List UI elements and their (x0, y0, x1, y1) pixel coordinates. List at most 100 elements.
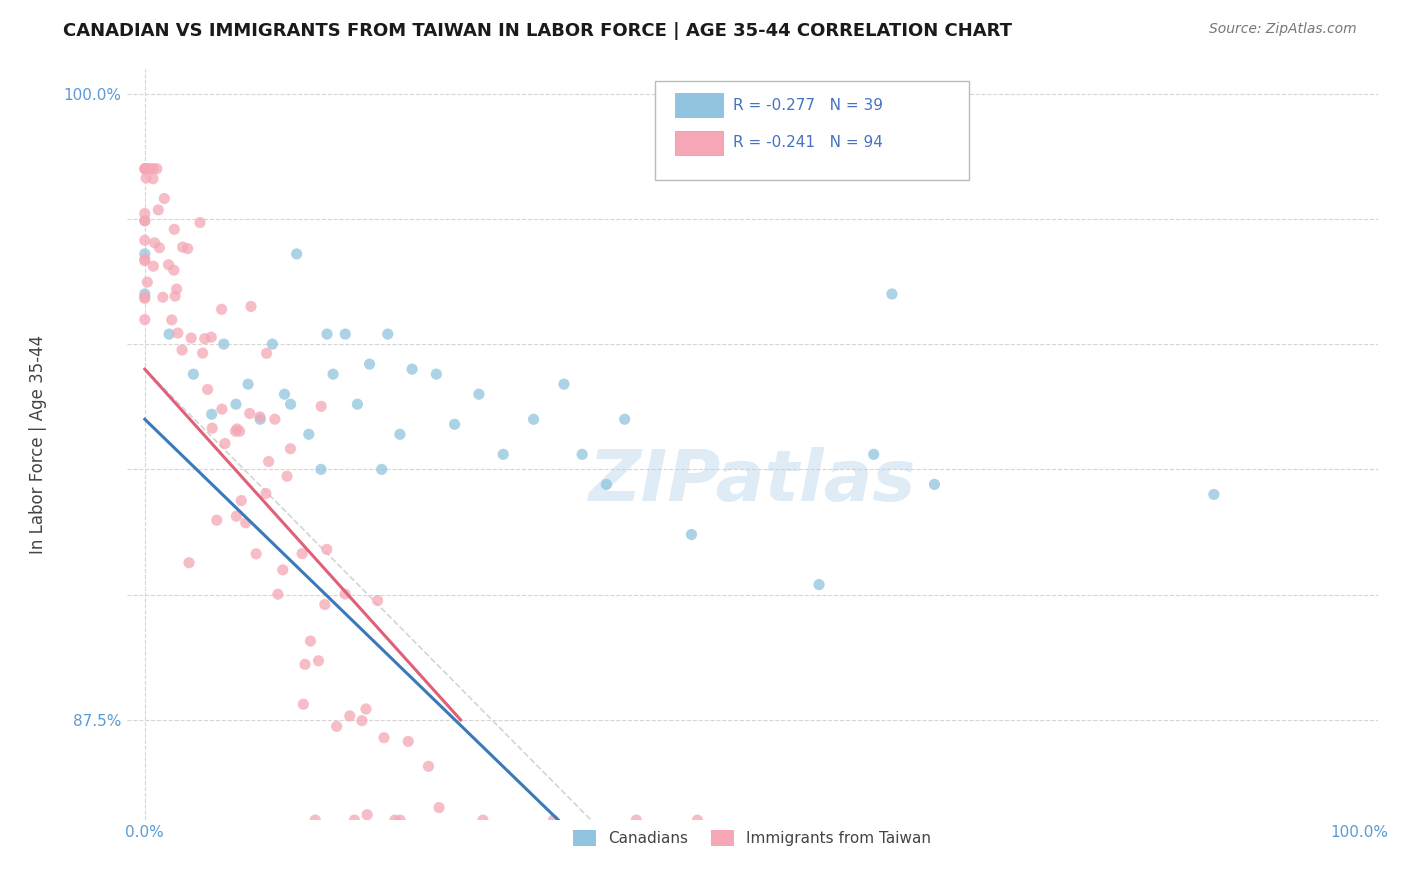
Point (256, 346, 278, 360)
Point (134, 213, 156, 227)
Point (322, 367, 344, 381)
Point (373, 731, 395, 745)
Point (808, 577, 831, 591)
Point (153, 192, 176, 206)
Point (134, 312, 156, 326)
Point (212, 337, 235, 351)
Point (333, 587, 356, 601)
Point (292, 697, 315, 711)
Point (401, 362, 423, 376)
Point (172, 343, 194, 357)
Point (262, 337, 284, 351)
Legend: Canadians, Immigrants from Taiwan: Canadians, Immigrants from Taiwan (565, 822, 939, 854)
Point (553, 377, 575, 392)
Point (225, 424, 247, 438)
Point (354, 702, 377, 716)
Point (135, 161, 157, 176)
Point (389, 813, 412, 827)
Point (309, 399, 332, 413)
Point (298, 427, 321, 442)
Point (134, 252, 156, 267)
Text: R = -0.277   N = 39: R = -0.277 N = 39 (734, 98, 883, 113)
Point (134, 247, 156, 261)
Point (595, 477, 617, 491)
Point (522, 412, 544, 426)
Point (146, 161, 169, 176)
Point (166, 282, 188, 296)
Point (205, 513, 228, 527)
Point (134, 161, 156, 176)
Text: Source: ZipAtlas.com: Source: ZipAtlas.com (1209, 22, 1357, 37)
Point (427, 800, 450, 814)
Point (396, 734, 419, 748)
Point (142, 161, 165, 176)
Point (134, 291, 156, 305)
Text: CANADIAN VS IMMIGRANTS FROM TAIWAN IN LABOR FORCE | AGE 35-44 CORRELATION CHART: CANADIAN VS IMMIGRANTS FROM TAIWAN IN LA… (63, 22, 1012, 40)
Point (143, 235, 166, 250)
Point (194, 332, 217, 346)
Point (136, 161, 159, 176)
FancyBboxPatch shape (675, 94, 724, 118)
Point (299, 634, 322, 648)
Point (142, 171, 165, 186)
Point (339, 709, 361, 723)
Point (308, 654, 330, 668)
Point (231, 493, 253, 508)
Point (134, 253, 156, 268)
Point (543, 813, 565, 827)
Point (183, 367, 205, 381)
Point (367, 593, 389, 607)
Point (152, 290, 174, 304)
Point (343, 813, 366, 827)
Text: R = -0.241   N = 94: R = -0.241 N = 94 (734, 136, 883, 151)
Point (135, 161, 157, 176)
Point (172, 240, 194, 254)
Point (350, 714, 373, 728)
Point (135, 161, 157, 176)
Point (188, 216, 211, 230)
Point (240, 300, 263, 314)
Point (346, 397, 368, 411)
Point (157, 258, 180, 272)
Point (245, 547, 267, 561)
Point (249, 412, 271, 426)
Point (249, 409, 271, 424)
Point (471, 813, 494, 827)
Point (134, 206, 156, 220)
Point (267, 587, 290, 601)
Point (235, 516, 257, 530)
Point (468, 387, 491, 401)
Point (276, 469, 298, 483)
Point (163, 222, 186, 236)
Point (211, 302, 233, 317)
Point (177, 556, 200, 570)
Point (316, 327, 339, 342)
Point (924, 477, 946, 491)
Point (134, 233, 156, 247)
Point (201, 421, 224, 435)
Point (257, 454, 280, 468)
Point (309, 462, 332, 476)
Point (197, 383, 219, 397)
Point (264, 412, 287, 426)
Point (314, 598, 336, 612)
Point (176, 242, 198, 256)
Point (191, 346, 214, 360)
Point (304, 813, 326, 827)
Point (335, 327, 357, 342)
Point (571, 447, 593, 461)
Point (880, 287, 903, 301)
Point (271, 563, 294, 577)
Point (1202, 487, 1225, 501)
Point (225, 509, 247, 524)
Point (134, 290, 156, 304)
Point (384, 813, 406, 827)
Point (370, 462, 392, 476)
Text: ZIPatlas: ZIPatlas (589, 448, 915, 516)
Point (239, 406, 262, 420)
Point (294, 657, 316, 672)
Point (492, 447, 515, 461)
Point (142, 259, 165, 273)
Point (139, 161, 162, 176)
Point (214, 436, 236, 450)
